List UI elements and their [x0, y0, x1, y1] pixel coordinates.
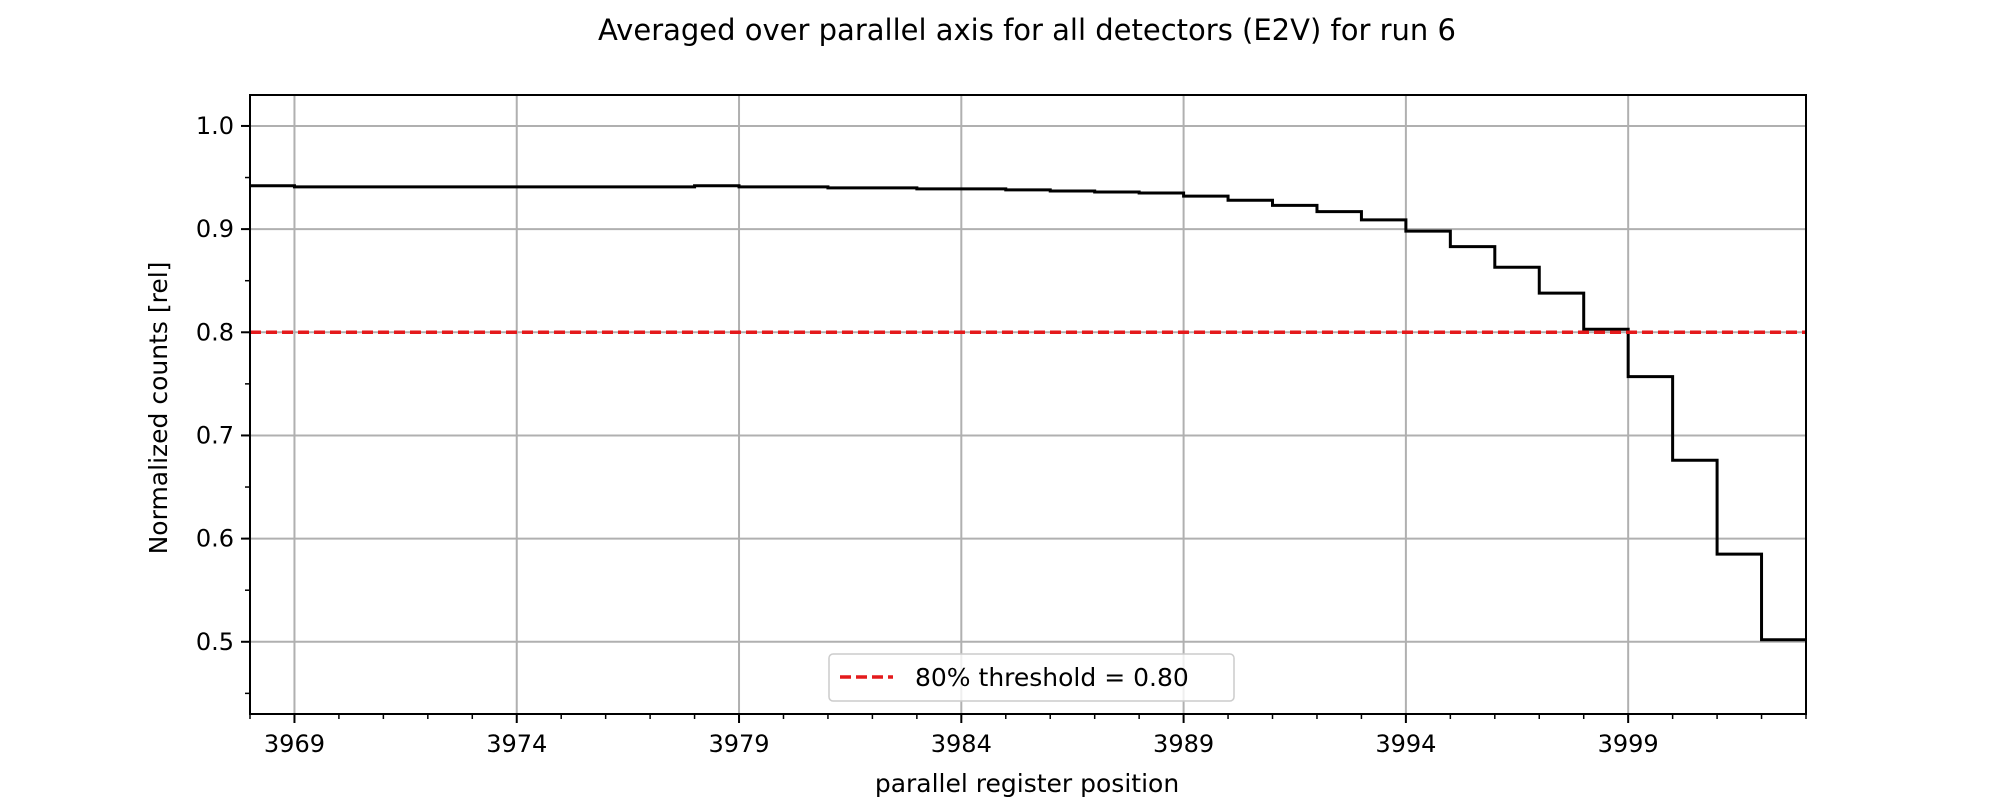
x-tick-label-1: 3974: [486, 730, 547, 758]
y-tick-label-3: 0.8: [196, 318, 234, 346]
legend-label-threshold: 80% threshold = 0.80: [915, 663, 1189, 692]
legend-box: [828, 653, 1235, 702]
x-axis-label: parallel register position: [875, 769, 1179, 798]
legend: 80% threshold = 0.80: [828, 653, 1235, 702]
x-tick-label-3: 3984: [931, 730, 992, 758]
plot-frame: [249, 94, 1807, 715]
y-tick-label-0: 0.5: [196, 628, 234, 656]
x-tick-label-6: 3999: [1598, 730, 1659, 758]
x-tick-label-0: 3969: [264, 730, 325, 758]
y-tick-label-1: 0.6: [196, 525, 234, 553]
chart-title: Averaged over parallel axis for all dete…: [598, 13, 1456, 47]
y-tick-label-4: 0.9: [196, 215, 234, 243]
axis-ticks: 3969 3974 3979 3984 3989 3994 3999 0.5 0.6 0.7 0.8…: [196, 112, 1807, 758]
series-layer: [250, 184, 1806, 642]
x-tick-label-4: 3989: [1153, 730, 1214, 758]
series-step-line-0: [250, 184, 1806, 642]
y-axis-label: Normalized counts [rel]: [144, 262, 173, 555]
y-tick-label-2: 0.7: [196, 421, 234, 449]
x-tick-label-5: 3994: [1375, 730, 1436, 758]
y-tick-label-5: 1.0: [196, 112, 234, 140]
x-tick-label-2: 3979: [708, 730, 769, 758]
